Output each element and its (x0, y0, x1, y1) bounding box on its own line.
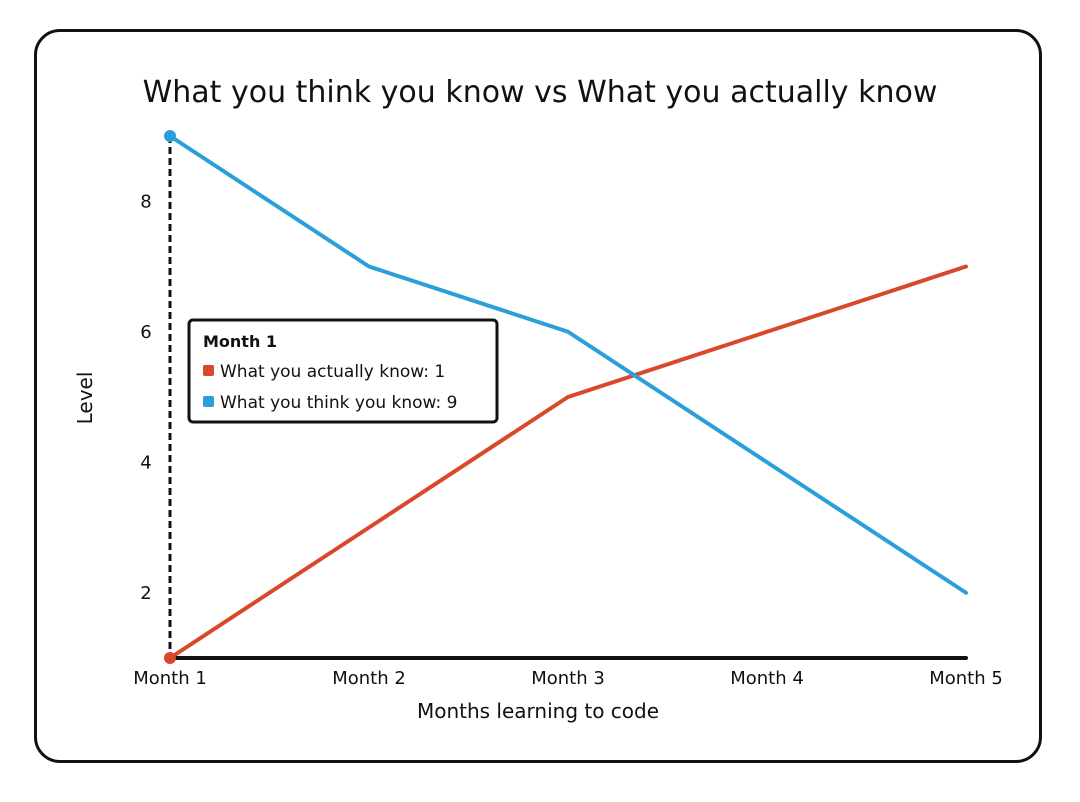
data-point-what-you-think-you-know[interactable] (164, 130, 176, 142)
data-point-what-you-actually-know[interactable] (164, 652, 176, 664)
y-tick-label: 8 (140, 191, 151, 212)
y-tick-label: 2 (140, 583, 151, 604)
x-tick-label: Month 4 (730, 668, 804, 689)
x-tick-label: Month 3 (531, 668, 605, 689)
tooltip-box (187, 318, 499, 424)
tooltip-item-actual: What you actually know: 1 (220, 362, 445, 382)
y-tick-label: 4 (140, 452, 151, 473)
chart-tooltip: Month 1 What you actually know: 1 What y… (187, 318, 499, 424)
x-tick-label: Month 5 (929, 668, 1003, 689)
tooltip-swatch-think (203, 396, 214, 407)
x-axis-label: Months learning to code (417, 699, 659, 723)
y-axis-label: Level (73, 372, 97, 425)
tooltip-title: Month 1 (203, 332, 277, 351)
x-tick-label: Month 1 (133, 668, 207, 689)
chart-title: What you think you know vs What you actu… (143, 75, 938, 110)
tooltip-item-think: What you think you know: 9 (220, 393, 457, 413)
series-line-what-you-think-you-know[interactable] (168, 134, 968, 595)
y-tick-label: 6 (140, 322, 151, 343)
tooltip-swatch-actual (203, 365, 214, 376)
series-line-what-you-actually-know[interactable] (168, 264, 968, 660)
x-tick-label: Month 2 (332, 668, 406, 689)
